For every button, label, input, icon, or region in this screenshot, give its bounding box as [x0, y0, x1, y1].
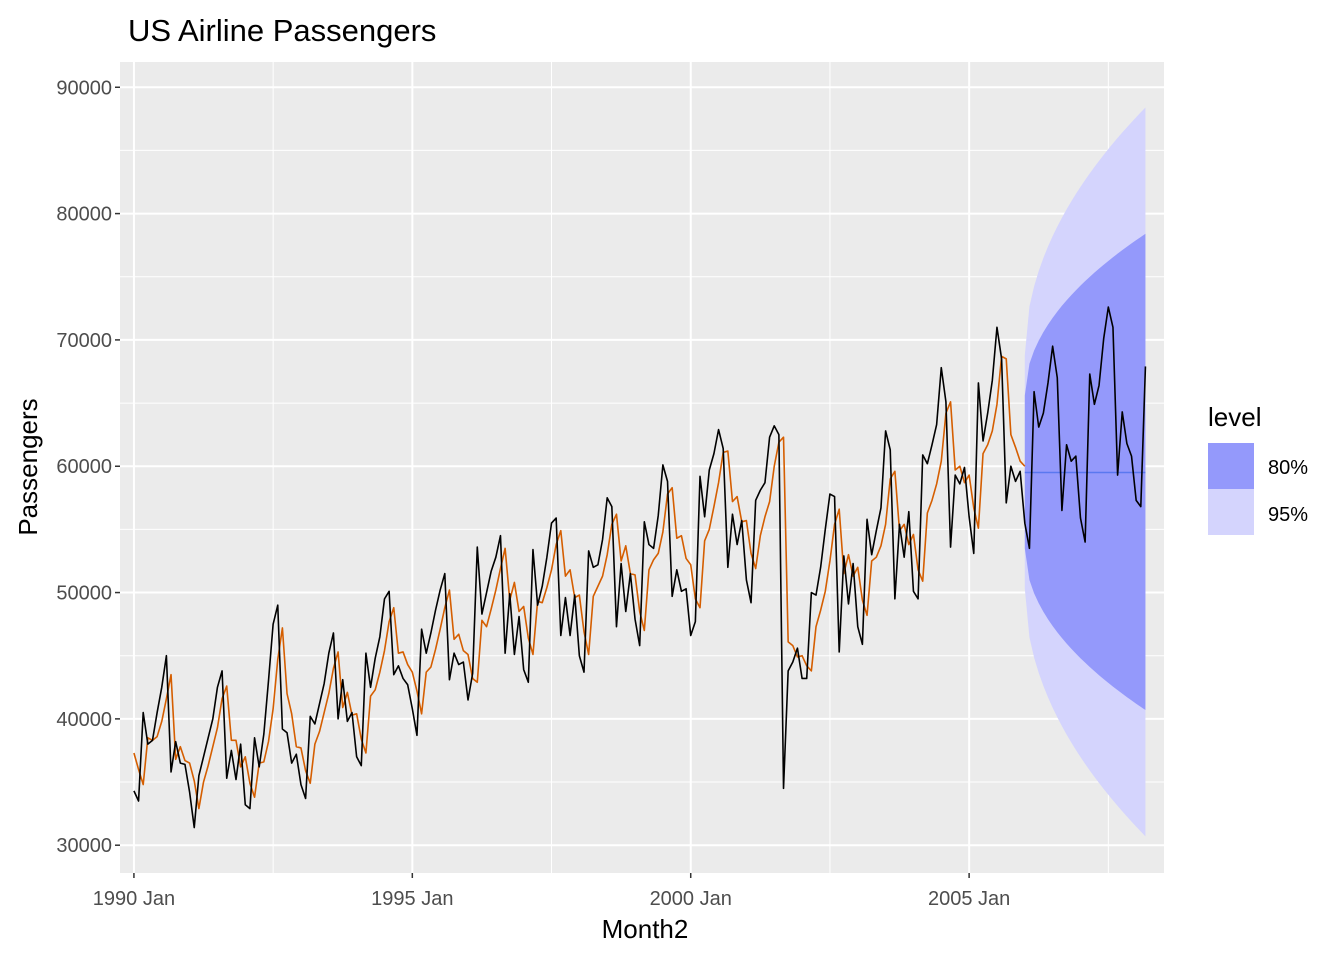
y-tick-label: 40000 — [56, 709, 112, 731]
legend-title: level — [1208, 402, 1261, 432]
legend: level 80% 95% — [1208, 402, 1308, 535]
y-tick-label: 80000 — [56, 204, 112, 226]
legend-key-80 — [1208, 443, 1254, 489]
y-axis: 30000 40000 50000 60000 70000 80000 90000 — [56, 77, 120, 857]
chart-title: US Airline Passengers — [128, 13, 436, 48]
plot-panel — [120, 62, 1164, 873]
fitted-series-line — [133, 355, 1026, 810]
y-tick-label: 30000 — [56, 835, 112, 857]
y-tick-label: 50000 — [56, 583, 112, 605]
x-axis-title: Month2 — [602, 914, 689, 944]
series-lines — [133, 306, 1147, 829]
y-tick-label: 60000 — [56, 456, 112, 478]
y-axis-title: Passengers — [13, 398, 43, 535]
y-tick-label: 70000 — [56, 330, 112, 352]
x-tick-label: 1990 Jan — [93, 888, 175, 910]
y-tick-label: 90000 — [56, 77, 112, 99]
legend-label-80: 80% — [1268, 457, 1308, 479]
x-axis: 1990 Jan 1995 Jan 2000 Jan 2005 Jan — [93, 873, 1010, 910]
legend-label-95: 95% — [1268, 504, 1308, 526]
x-tick-label: 2000 Jan — [650, 888, 732, 910]
x-tick-label: 1995 Jan — [371, 888, 453, 910]
x-tick-label: 2005 Jan — [928, 888, 1010, 910]
actual-series-line — [133, 306, 1147, 829]
forecast-bands — [1024, 107, 1146, 837]
legend-key-95 — [1208, 489, 1254, 535]
